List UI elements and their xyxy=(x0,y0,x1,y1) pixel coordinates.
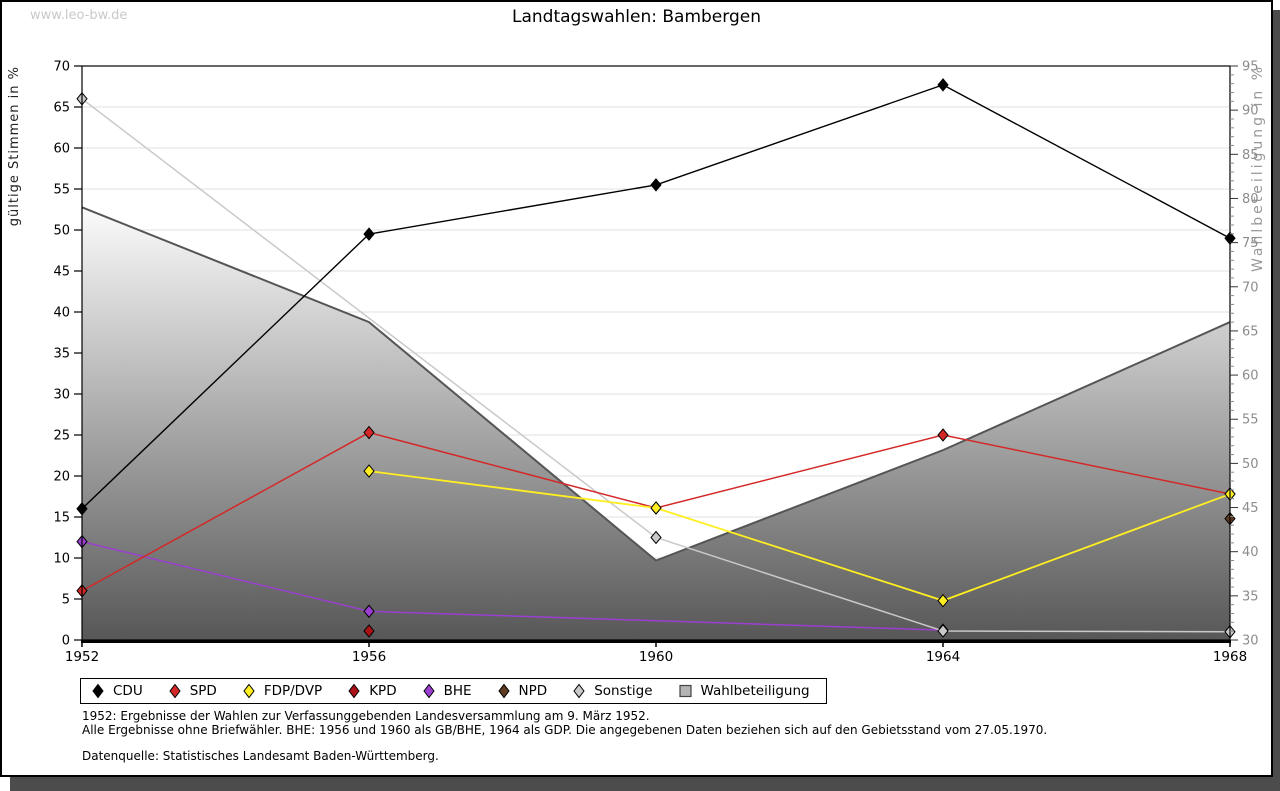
x-axis-tick-label: 1960 xyxy=(639,649,673,665)
series-spd-point xyxy=(363,425,375,440)
legend-label: Sonstige xyxy=(594,683,653,699)
left-axis-tick-label: 0 xyxy=(62,634,70,649)
right-axis-tick-label: 70 xyxy=(1242,280,1259,295)
right-axis-tick-label: 95 xyxy=(1242,60,1259,75)
left-axis-tick-label: 70 xyxy=(53,60,70,75)
right-axis-tick-label: 65 xyxy=(1242,324,1259,339)
series-fdp-dvp-point xyxy=(363,464,375,478)
left-axis-tick-label: 35 xyxy=(53,347,70,362)
wahlbeteiligung-boundary-line xyxy=(81,206,1231,562)
left-axis-tick-label: 5 xyxy=(62,593,70,608)
watermark-link: www.leo-bw.de xyxy=(30,8,128,23)
left-axis-tick-label: 60 xyxy=(53,142,70,157)
left-axis-tick-label: 15 xyxy=(53,511,70,526)
legend-diamond-icon xyxy=(422,683,435,699)
right-axis-tick-label: 85 xyxy=(1242,148,1259,163)
series-cdu-point xyxy=(937,78,949,92)
footnotes: 1952: Ergebnisse der Wahlen zur Verfassu… xyxy=(82,709,1048,764)
series-fdp-dvp-point xyxy=(937,593,949,608)
right-axis-tick-label: 75 xyxy=(1242,236,1259,251)
right-axis-tick-label: 80 xyxy=(1242,192,1259,207)
left-axis-tick-label: 40 xyxy=(53,306,70,321)
right-axis-tick-label: 35 xyxy=(1242,589,1259,604)
x-axis-tick-label: 1956 xyxy=(352,649,386,665)
drop-shadow-bottom xyxy=(10,777,1280,791)
legend-item-cdu: CDU xyxy=(92,683,143,699)
footnote-line: 1952: Ergebnisse der Wahlen zur Verfassu… xyxy=(82,709,650,723)
legend-label: Wahlbeteiligung xyxy=(700,683,810,699)
right-axis-tick-label: 40 xyxy=(1242,545,1259,560)
series-cdu-point xyxy=(363,227,375,241)
legend-label: CDU xyxy=(113,683,143,699)
left-axis-tick-label: 45 xyxy=(53,265,70,280)
series-sonstige-point xyxy=(650,530,662,545)
legend-diamond-icon xyxy=(497,683,510,699)
legend-diamond-icon xyxy=(92,683,104,699)
left-axis-tick-label: 65 xyxy=(53,101,70,116)
chart-frame: www.leo-bw.de Landtagswahlen: Bambergen … xyxy=(0,0,1273,777)
x-axis-tick-label: 1964 xyxy=(926,649,960,665)
right-axis-tick-label: 55 xyxy=(1242,413,1259,428)
series-sonstige-point xyxy=(937,624,949,638)
legend-item-wahlbeteiligung: Wahlbeteiligung xyxy=(678,683,810,699)
legend-item-kpd: KPD xyxy=(348,683,397,699)
left-axis-tick-label: 20 xyxy=(53,470,70,485)
right-axis-tick-label: 50 xyxy=(1242,457,1259,472)
chart-title: Landtagswahlen: Bambergen xyxy=(512,7,761,27)
left-axis-tick-label: 50 xyxy=(53,224,70,239)
footnote-line: Alle Ergebnisse ohne Briefwähler. BHE: 1… xyxy=(82,722,1048,737)
legend-label: FDP/DVP xyxy=(263,683,323,699)
left-axis-tick-label: 10 xyxy=(53,552,70,567)
legend-label: BHE xyxy=(443,683,472,699)
legend-item-sonstige: Sonstige xyxy=(573,683,653,699)
series-sonstige-line xyxy=(81,98,1231,633)
legend-diamond-icon xyxy=(573,683,585,699)
right-axis-tick-label: 60 xyxy=(1242,369,1259,384)
legend: CDU SPD FDP/DVP KPD BHE NPD Sonstige Wah… xyxy=(80,678,827,704)
chart-plot-area: 0 5 10 15 20 25 30 35 40 45 50 55 60 65 70 30 35 40 45 50 55… xyxy=(53,60,1259,666)
wahlbeteiligung-area xyxy=(82,207,1230,641)
x-axis-tick-label: 1952 xyxy=(65,649,99,665)
legend-diamond-icon xyxy=(169,683,181,699)
x-axis-tick-label: 1968 xyxy=(1213,649,1247,665)
legend-item-npd: NPD xyxy=(497,683,548,699)
legend-item-fdp-dvp: FDP/DVP xyxy=(243,683,322,699)
right-axis-tick-label: 30 xyxy=(1242,634,1259,649)
series-fdp-dvp-point xyxy=(650,501,662,515)
legend-label: NPD xyxy=(518,683,548,699)
legend-item-spd: SPD xyxy=(169,683,217,699)
legend-label: SPD xyxy=(189,683,217,699)
legend-label: KPD xyxy=(369,683,397,699)
right-axis-tick-label: 45 xyxy=(1242,501,1259,516)
legend-diamond-icon xyxy=(243,683,255,699)
legend-square-icon xyxy=(678,684,692,698)
legend-diamond-icon xyxy=(348,683,360,699)
left-axis-tick-label: 55 xyxy=(53,183,70,198)
series-kpd-point xyxy=(363,624,375,638)
left-axis-tick-label: 25 xyxy=(53,429,70,444)
legend-item-bhe: BHE xyxy=(422,683,472,699)
series-spd-point xyxy=(937,428,949,442)
footnote-source: Datenquelle: Statistisches Landesamt Bad… xyxy=(82,749,439,763)
series-fdp-dvp-line xyxy=(368,470,1231,602)
series-cdu-point xyxy=(650,178,662,192)
drop-shadow-right xyxy=(1273,10,1280,777)
right-axis-tick-label: 90 xyxy=(1242,104,1259,119)
series-bhe-point xyxy=(363,604,375,619)
left-axis-tick-label: 30 xyxy=(53,388,70,403)
